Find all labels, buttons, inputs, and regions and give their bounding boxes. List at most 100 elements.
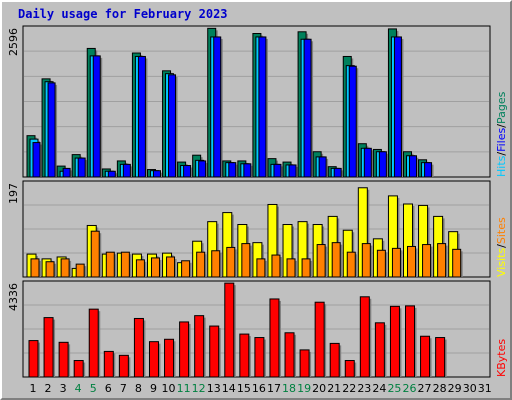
kbytes-bar [329,342,340,378]
kbytes-bar [239,333,250,378]
x-tick-label: 9 [150,382,157,395]
kbytes-bar [164,338,175,378]
x-tick-label: 5 [90,382,97,395]
sites-bar [422,244,432,278]
files-bar [393,36,402,178]
x-tick-label: 8 [135,382,142,395]
sites-bar [361,243,371,278]
kbytes-bar [133,317,144,378]
sites-bar [226,246,236,278]
kbytes-bar [194,315,205,378]
x-tick-label: 6 [105,382,112,395]
sites-bar [135,259,145,278]
sites-bar [120,251,130,278]
x-tick-label: 30 [463,382,477,395]
legend-entry: Files [495,127,508,151]
files-bar [213,36,222,178]
legend-entry: / [495,244,508,248]
kbytes-bar [389,305,400,378]
sites-bar [166,256,176,278]
files-bar [243,163,252,178]
kbytes-bar [254,337,265,378]
sites-bar [271,254,281,278]
files-bar [409,155,417,178]
kbytes-bar [118,354,129,378]
x-tick-label: 13 [207,382,221,395]
legend-visits: Visits/Sites [495,217,508,277]
ymax-label-hits: 2596 [7,28,20,56]
sites-bar [316,244,326,278]
x-tick-label: 16 [252,382,266,395]
x-tick-label: 7 [120,382,127,395]
x-tick-label: 15 [237,382,251,395]
kbytes-bar [58,341,69,378]
sites-bar [150,257,160,278]
x-tick-label: 27 [418,382,432,395]
x-tick-label: 28 [433,382,447,395]
sites-bar [30,258,40,278]
kbytes-bar [420,335,431,378]
legend-entry: Pages [495,91,508,124]
files-bar [137,55,146,178]
x-tick-label: 4 [75,382,82,395]
files-bar [168,74,177,178]
legend-entry: / [495,124,508,128]
files-bar [47,82,56,178]
sites-bar [452,248,462,278]
sites-bar [211,250,221,278]
sites-bar [256,258,266,278]
ymax-label-kbytes: 4336 [7,283,20,311]
x-tick-label: 10 [162,382,176,395]
sites-bar [286,258,296,278]
kbytes-bar [405,305,415,378]
sites-bar [301,258,311,278]
kbytes-bar [28,340,39,378]
sites-bar [331,242,341,278]
kbytes-bar [299,349,310,378]
x-tick-label: 1 [30,382,37,395]
kbytes-bar [88,308,99,378]
kbytes-bar [284,332,295,378]
files-bar [107,170,116,178]
legend-hits: Hits/Files/Pages [495,91,508,177]
kbytes-bar [314,301,325,378]
files-bar [258,36,267,178]
x-tick-label: 26 [403,382,417,395]
x-tick-label: 11 [177,382,191,395]
sites-bar [196,251,206,278]
files-bar [228,162,237,178]
x-tick-label: 3 [60,382,67,395]
files-bar [333,167,342,178]
files-bar [198,160,207,178]
sites-bar [241,243,251,278]
legend-entry: KBytes [495,339,508,377]
chart-title: Daily usage for February 2023 [18,7,228,21]
files-bar [152,170,161,178]
kbytes-bar [344,360,355,378]
kbytes-bar [209,325,220,378]
kbytes-bar [435,337,446,378]
sites-bar [181,260,191,278]
legend-entry: Visits [495,248,508,277]
files-bar [183,165,192,178]
x-tick-label: 25 [387,382,401,395]
files-bar [318,156,327,178]
x-tick-label: 31 [478,382,492,395]
kbytes-bar [224,282,235,378]
x-tick-label: 24 [372,382,386,395]
x-tick-label: 17 [267,382,281,395]
x-tick-label: 21 [327,382,341,395]
sites-bar [346,251,356,278]
files-bar [378,151,387,178]
x-tick-label: 12 [192,382,206,395]
legend-entry: / [495,152,508,156]
kbytes-bar [374,322,385,378]
kbytes-bar [73,360,84,378]
files-bar [363,147,372,178]
sites-bar [407,245,416,278]
kbytes-bar [103,350,114,378]
ymax-label-visits: 197 [7,183,20,204]
x-tick-label: 22 [342,382,356,395]
files-bar [77,157,86,178]
